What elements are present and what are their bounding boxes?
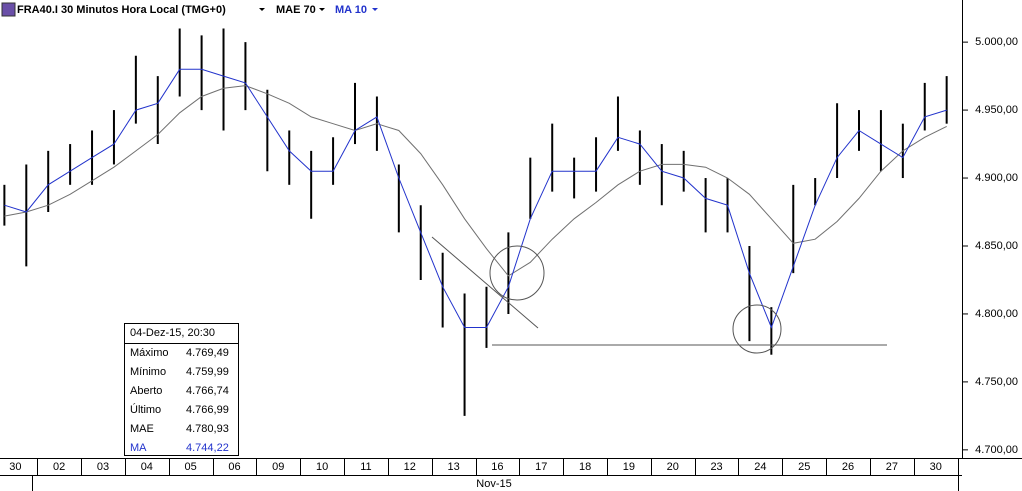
x-tick-label: 24 — [754, 461, 766, 473]
y-tick-label: 4.700,00 — [975, 444, 1018, 456]
info-title: 04-Dez-15, 20:30 — [130, 327, 215, 339]
indicator-label[interactable]: MA 10 — [335, 4, 367, 16]
x-tick-label: 27 — [886, 461, 898, 473]
x-tick-label: 11 — [360, 461, 371, 473]
plot-area — [3, 28, 948, 416]
info-label: MA — [130, 442, 147, 454]
x-tick-label: 26 — [842, 461, 854, 473]
circle-annotation — [732, 304, 782, 354]
symbol-icon — [1, 2, 16, 17]
x-tick-label: 25 — [798, 461, 810, 473]
y-tick-label: 4.800,00 — [975, 308, 1018, 320]
x-tick-label: 02 — [53, 461, 65, 473]
info-value: 4.769,49 — [186, 347, 229, 359]
x-axis-panel — [0, 458, 1022, 491]
info-value: 4.766,99 — [186, 404, 229, 416]
annotations — [431, 236, 887, 354]
indicator-line — [4, 68, 947, 329]
dropdown-arrow[interactable] — [259, 8, 265, 11]
x-tick-label: 20 — [667, 461, 679, 473]
x-tick-label: 18 — [579, 461, 591, 473]
x-tick-label: 09 — [272, 461, 284, 473]
dropdown-arrow[interactable] — [372, 8, 378, 11]
y-tick-label: 4.900,00 — [975, 172, 1018, 184]
info-box-frame — [124, 323, 239, 456]
header: FRA40.I 30 Minutos Hora Local (TMG+0) MA… — [1, 2, 378, 17]
info-value: 4.759,99 — [186, 366, 229, 378]
y-tick-label: 4.850,00 — [975, 240, 1018, 252]
x-tick-label: 10 — [316, 461, 328, 473]
info-label: Aberto — [130, 385, 162, 397]
info-label: Mínimo — [130, 366, 166, 378]
x-tick-label: 06 — [228, 461, 240, 473]
y-tick-label: 4.750,00 — [975, 376, 1018, 388]
info-box: 04-Dez-15, 20:30 Máximo 4.769,49 Mínimo 4.7… — [124, 323, 239, 456]
symbol-title[interactable]: FRA40.I 30 Minutos Hora Local (TMG+0) — [17, 4, 226, 16]
y-tick-label: 5.000,00 — [975, 36, 1018, 48]
x-tick-label: 23 — [710, 461, 722, 473]
info-label: Máximo — [130, 347, 169, 359]
indicator-label[interactable]: MAE 70 — [276, 4, 316, 16]
x-tick-label: 17 — [535, 461, 547, 473]
x-tick-label: 30 — [9, 461, 21, 473]
info-value: 4.766,74 — [186, 385, 229, 397]
info-label: MAE — [130, 423, 154, 435]
x-tick-label: 12 — [404, 461, 416, 473]
x-tick-label: 05 — [185, 461, 197, 473]
dropdown-arrow[interactable] — [319, 8, 325, 11]
x-tick-label: 04 — [141, 461, 153, 473]
info-value: 4.744,22 — [186, 442, 229, 454]
x-tick-label: 13 — [447, 461, 459, 473]
y-tick-label: 4.950,00 — [975, 104, 1018, 116]
x-tick-label: 16 — [491, 461, 503, 473]
indicator-line — [4, 85, 947, 277]
x-tick-label: 19 — [623, 461, 635, 473]
x-tick-label: 30 — [930, 461, 942, 473]
month-label: Nov-15 — [476, 478, 511, 490]
info-value: 4.780,93 — [186, 423, 229, 435]
trend-line — [431, 236, 539, 329]
info-label: Último — [130, 403, 161, 416]
x-tick-label: 03 — [97, 461, 109, 473]
circle-annotation — [489, 245, 545, 301]
